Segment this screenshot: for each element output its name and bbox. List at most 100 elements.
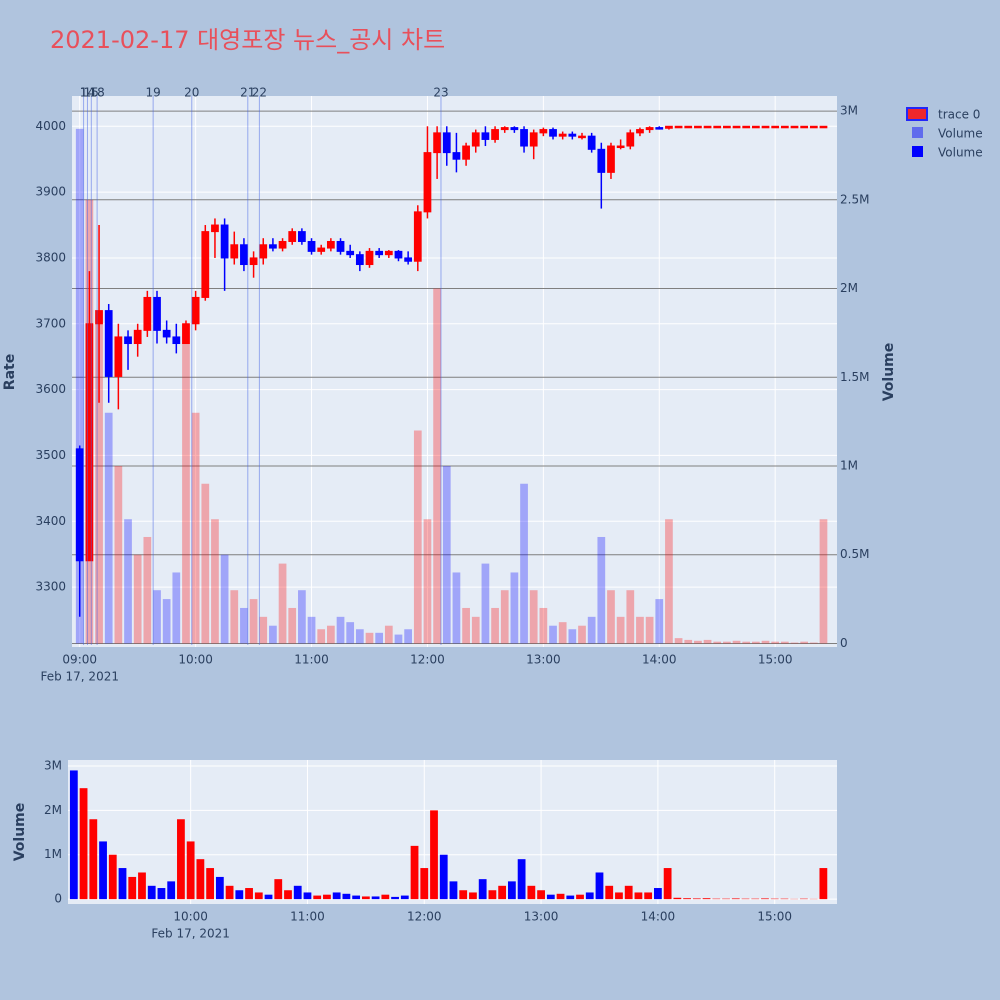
candle-body (298, 231, 306, 242)
volume-bar (723, 641, 731, 644)
legend-swatch (906, 107, 928, 121)
candle-body (568, 133, 577, 137)
volume-bar (558, 622, 567, 644)
candle-body (819, 125, 828, 129)
volume-bar (644, 892, 653, 900)
candle-body (326, 240, 335, 249)
candle-body (230, 244, 239, 259)
candle-body (124, 336, 132, 345)
volume-bar (371, 896, 380, 900)
volume-bar (420, 868, 429, 900)
volume-bar (293, 885, 302, 900)
volume-bar (167, 881, 176, 900)
news-label: 21 (240, 86, 255, 100)
candle-body (549, 129, 557, 137)
volume-bar (342, 893, 351, 900)
volume-bar (172, 572, 181, 644)
volume-bar (336, 616, 345, 644)
candle-body (423, 152, 432, 213)
candle-body (172, 336, 181, 345)
volume-bar (89, 819, 98, 900)
volume-bar (452, 572, 461, 644)
candle-body (114, 336, 123, 377)
volume-bar (410, 845, 419, 900)
volume-bar (449, 881, 458, 900)
volume-bar (694, 640, 702, 644)
volume-bar (626, 590, 635, 644)
volume-bar (413, 430, 422, 644)
volume-bar (298, 590, 306, 644)
volume-bar (143, 536, 152, 644)
volume-bar (95, 324, 103, 644)
candle-body (269, 244, 277, 249)
legend-label: trace 0 (938, 108, 980, 122)
volume-bar (616, 616, 625, 644)
volume-bar (375, 632, 384, 644)
legend-swatch (912, 127, 923, 138)
volume-bar (264, 894, 273, 900)
x-date-label: Feb 17, 2021 (151, 927, 230, 941)
volume-bar (674, 638, 683, 644)
volume-bar (404, 629, 412, 644)
y-tick-label: 3400 (35, 514, 66, 528)
legend-label: Volume (938, 127, 983, 141)
candle-body (655, 127, 664, 130)
volume-bar (365, 632, 374, 644)
volume-bar (313, 895, 322, 900)
candle-body (636, 129, 644, 134)
candle-body (674, 125, 683, 129)
volume-bar (99, 841, 107, 900)
volume-bar (274, 879, 283, 900)
x-tick-label: 10:00 (178, 653, 213, 667)
volume-bar (469, 892, 477, 900)
candle-body (240, 244, 248, 266)
volume-bar (578, 625, 586, 644)
y-tick-label: 2M (44, 803, 62, 817)
volume-bar (128, 876, 137, 900)
volume-bar (481, 563, 490, 644)
x-tick-label: 11:00 (294, 653, 329, 667)
volume-bar (400, 895, 409, 900)
volume-bar (665, 519, 673, 644)
volume-bar (278, 563, 287, 644)
candle-body (761, 125, 770, 129)
volume-bar (114, 465, 123, 644)
y-tick-label: 3M (44, 758, 62, 772)
candle-body (442, 132, 451, 154)
volume-bar (539, 607, 548, 644)
volume-bar (517, 859, 526, 900)
x-tick-label: 14:00 (641, 910, 676, 924)
x-date-label: Feb 17, 2021 (40, 670, 119, 684)
candle-body (510, 127, 519, 131)
candle-body (780, 125, 789, 129)
candle-body (182, 323, 190, 345)
volume-bar (790, 642, 799, 644)
volume-bar (394, 634, 403, 644)
volume-bar (196, 859, 205, 900)
candle-body (462, 145, 470, 160)
y-tick-label: 4000 (35, 119, 66, 133)
volume-bar (191, 412, 200, 644)
volume-bar (703, 639, 712, 644)
volume-bar (124, 519, 132, 644)
volume-bar (546, 894, 555, 900)
volume-bar (663, 868, 672, 900)
candle-body (317, 247, 326, 252)
volume-bar (702, 898, 711, 900)
candle-body (616, 145, 625, 149)
volume-bar (809, 642, 818, 644)
volume-bar (384, 625, 393, 644)
news-label: 22 (252, 86, 267, 100)
volume-bar (361, 896, 370, 900)
candle-body (394, 250, 403, 259)
news-label: 23 (433, 86, 448, 100)
candle-body (153, 296, 161, 331)
volume-bar (317, 629, 326, 644)
volume-bar (162, 599, 171, 644)
volume-bar (761, 898, 769, 900)
volume-bar (220, 554, 229, 644)
volume-bar (520, 483, 528, 644)
volume-bar (491, 607, 499, 644)
volume-bar (655, 599, 664, 644)
